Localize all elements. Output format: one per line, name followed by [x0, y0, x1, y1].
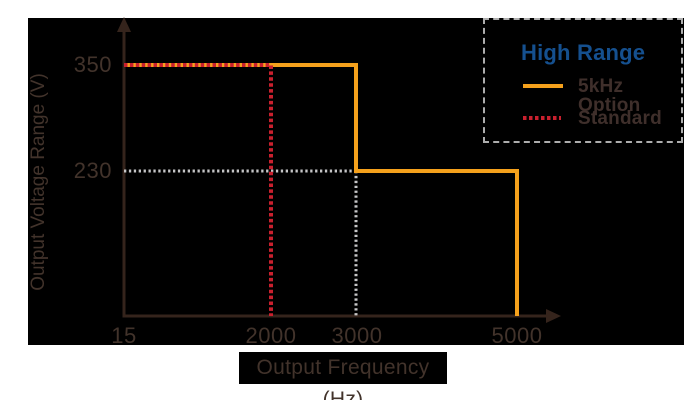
- legend-swatch-5khz-option: [523, 84, 563, 88]
- y-axis-title: Output Voltage Range (V): [28, 73, 49, 291]
- x-axis-title-backdrop: Output Frequency (Hz): [239, 352, 447, 400]
- y-tick-350: 350: [73, 52, 112, 77]
- x-tick-5000: 5000: [491, 323, 543, 348]
- series-layer: [124, 63, 519, 316]
- y-tick-230: 230: [73, 158, 112, 183]
- line-5khz-option: [124, 63, 519, 316]
- x-axis-arrowhead-icon: [546, 309, 561, 323]
- x-axis-title: Output Frequency (Hz): [256, 356, 430, 400]
- y-axis-arrowhead-icon: [117, 17, 131, 32]
- legend-label-5khz-option: 5kHz Option: [578, 76, 641, 116]
- legend-title: High Range: [521, 40, 646, 65]
- line-standard: [124, 63, 273, 316]
- x-tick-2000: 2000: [245, 323, 297, 348]
- legend-label-standard: Standard: [578, 108, 662, 129]
- x-tick-15: 15: [111, 323, 137, 348]
- legend-swatch-standard: [523, 116, 561, 120]
- legend-box: High Range 5kHz Option Standard: [483, 18, 683, 143]
- x-tick-3000: 3000: [331, 323, 383, 348]
